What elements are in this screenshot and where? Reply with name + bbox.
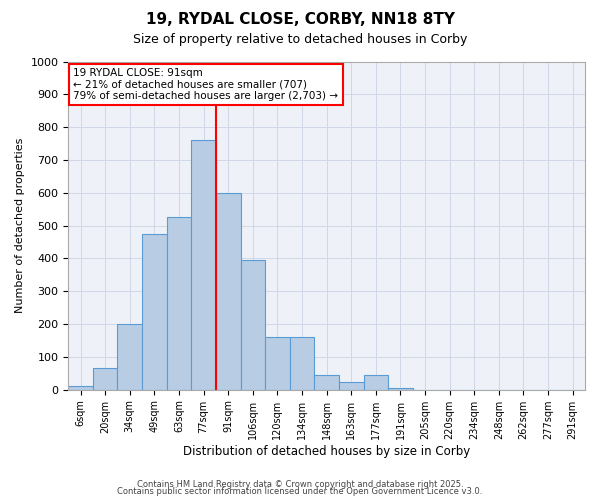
Bar — [167, 218, 191, 390]
Bar — [339, 382, 364, 390]
Y-axis label: Number of detached properties: Number of detached properties — [15, 138, 25, 314]
Bar — [388, 388, 413, 390]
Bar — [118, 324, 142, 390]
Bar — [364, 375, 388, 390]
Bar — [191, 140, 216, 390]
Text: 19 RYDAL CLOSE: 91sqm
← 21% of detached houses are smaller (707)
79% of semi-det: 19 RYDAL CLOSE: 91sqm ← 21% of detached … — [73, 68, 338, 102]
X-axis label: Distribution of detached houses by size in Corby: Distribution of detached houses by size … — [183, 444, 470, 458]
Text: 19, RYDAL CLOSE, CORBY, NN18 8TY: 19, RYDAL CLOSE, CORBY, NN18 8TY — [146, 12, 455, 28]
Bar — [241, 260, 265, 390]
Text: Contains public sector information licensed under the Open Government Licence v3: Contains public sector information licen… — [118, 487, 482, 496]
Bar — [314, 375, 339, 390]
Bar — [93, 368, 118, 390]
Bar — [290, 337, 314, 390]
Text: Size of property relative to detached houses in Corby: Size of property relative to detached ho… — [133, 32, 467, 46]
Text: Contains HM Land Registry data © Crown copyright and database right 2025.: Contains HM Land Registry data © Crown c… — [137, 480, 463, 489]
Bar — [142, 234, 167, 390]
Bar — [216, 193, 241, 390]
Bar — [68, 386, 93, 390]
Bar — [265, 337, 290, 390]
